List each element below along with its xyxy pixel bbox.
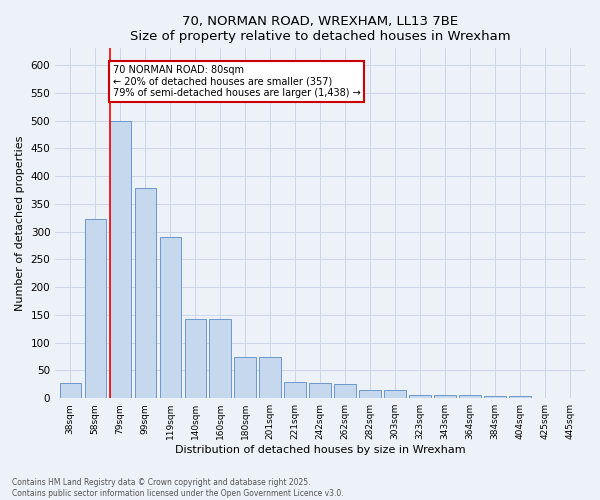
Text: 70 NORMAN ROAD: 80sqm
← 20% of detached houses are smaller (357)
79% of semi-det: 70 NORMAN ROAD: 80sqm ← 20% of detached …	[113, 65, 360, 98]
Bar	[460, 396, 481, 398]
Bar	[160, 237, 181, 398]
Y-axis label: Number of detached properties: Number of detached properties	[15, 136, 25, 311]
Bar	[385, 390, 406, 398]
Bar	[185, 320, 206, 398]
Bar	[310, 382, 331, 398]
Text: Contains HM Land Registry data © Crown copyright and database right 2025.
Contai: Contains HM Land Registry data © Crown c…	[12, 478, 344, 498]
Bar	[235, 356, 256, 398]
Bar	[259, 356, 281, 398]
Bar	[209, 320, 231, 398]
Title: 70, NORMAN ROAD, WREXHAM, LL13 7BE
Size of property relative to detached houses : 70, NORMAN ROAD, WREXHAM, LL13 7BE Size …	[130, 15, 511, 43]
Bar	[110, 120, 131, 398]
Bar	[85, 219, 106, 398]
Bar	[509, 396, 530, 398]
Bar	[334, 384, 356, 398]
Bar	[59, 382, 81, 398]
Bar	[284, 382, 306, 398]
Bar	[409, 395, 431, 398]
Bar	[434, 396, 455, 398]
Bar	[134, 188, 156, 398]
Bar	[484, 396, 506, 398]
Bar	[359, 390, 380, 398]
X-axis label: Distribution of detached houses by size in Wrexham: Distribution of detached houses by size …	[175, 445, 466, 455]
